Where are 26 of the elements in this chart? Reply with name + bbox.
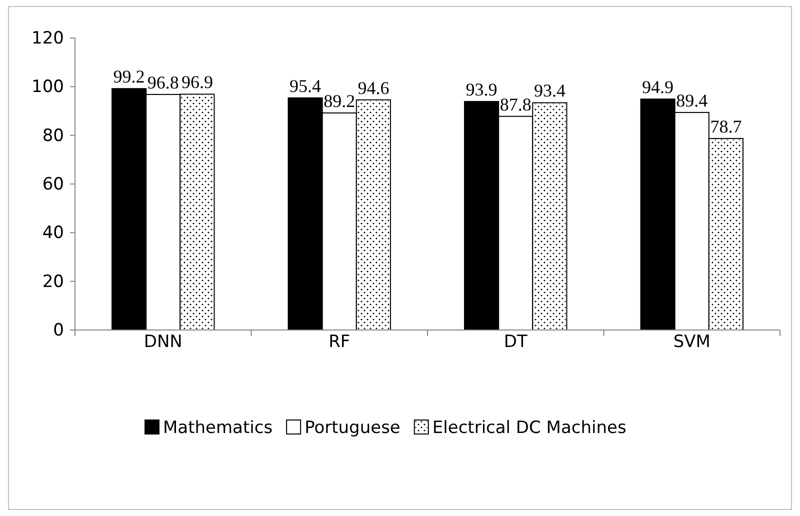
- y-tick-label: 80: [42, 126, 64, 146]
- y-tick-label: 120: [32, 28, 64, 48]
- data-label: 99.2: [113, 66, 145, 87]
- data-label: 96.8: [147, 72, 179, 92]
- data-label: 78.7: [710, 116, 742, 136]
- legend-label: Electrical DC Machines: [432, 418, 626, 438]
- x-tick-label: DT: [504, 332, 528, 352]
- y-tick-label: 0: [53, 320, 64, 340]
- data-label: 95.4: [290, 76, 322, 96]
- y-tick-label: 40: [42, 223, 64, 244]
- data-label: 93.4: [534, 80, 566, 101]
- data-label: 89.2: [324, 90, 356, 111]
- x-tick-label: SVM: [673, 332, 710, 352]
- data-label: 96.9: [181, 72, 213, 92]
- x-tick-label: RF: [328, 332, 350, 352]
- x-tick-label: DNN: [144, 332, 182, 352]
- y-tick-label: 60: [42, 174, 64, 194]
- data-label: 94.9: [642, 77, 674, 98]
- legend-label: Mathematics: [163, 418, 273, 438]
- data-label: 89.4: [676, 90, 708, 110]
- legend-label: Portuguese: [304, 418, 400, 438]
- data-label: 87.8: [500, 94, 532, 114]
- y-tick-label: 20: [42, 272, 64, 292]
- y-tick-label: 100: [32, 77, 64, 98]
- data-label: 93.9: [466, 80, 498, 100]
- data-label: 94.6: [358, 78, 390, 98]
